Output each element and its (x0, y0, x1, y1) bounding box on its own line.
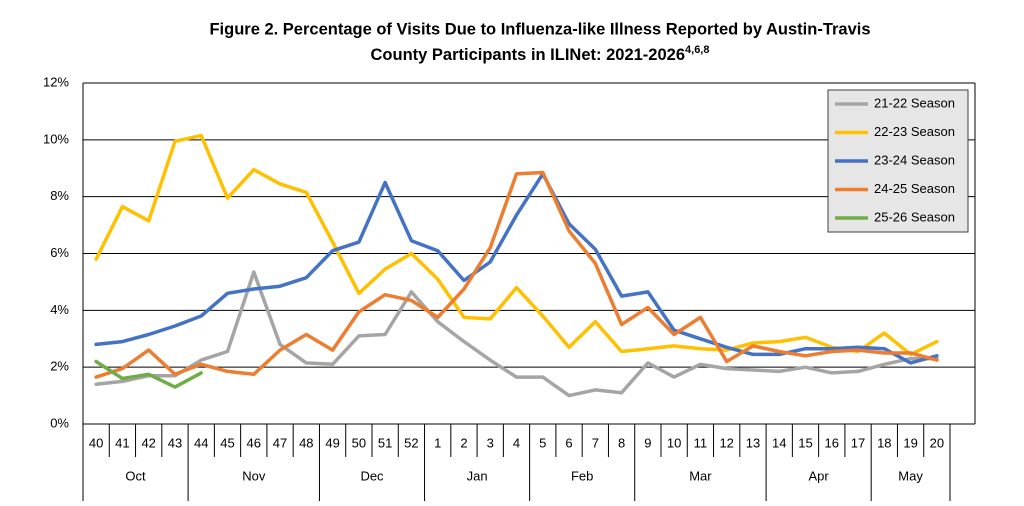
x-tick-label: 4 (513, 435, 520, 450)
x-tick-label: 47 (273, 435, 287, 450)
month-label: Nov (242, 468, 266, 483)
legend-label: 25-26 Season (874, 209, 955, 224)
chart-title-line: County Participants in ILINet: 2021-2026 (371, 46, 686, 64)
series-line (94, 172, 939, 365)
x-tick-label: 40 (89, 435, 103, 450)
chart-title: County Participants in ILINet: 2021-2026… (371, 44, 710, 64)
x-tick-label: 50 (352, 435, 366, 450)
x-tick-label: 7 (592, 435, 599, 450)
month-label: Jan (467, 468, 488, 483)
x-tick-label: 13 (746, 435, 760, 450)
x-tick-label: 43 (168, 435, 182, 450)
x-tick-label: 19 (903, 435, 917, 450)
x-tick-label: 44 (194, 435, 208, 450)
x-tick-label: 3 (487, 435, 494, 450)
y-tick-label: 12% (43, 74, 69, 89)
x-tick-label: 5 (539, 435, 546, 450)
y-tick-label: 10% (43, 131, 69, 146)
x-tick-label: 52 (404, 435, 418, 450)
x-tick-label: 49 (325, 435, 339, 450)
y-tick-label: 2% (50, 359, 69, 374)
x-tick-label: 12 (719, 435, 733, 450)
legend-label: 21-22 Season (874, 95, 955, 110)
series-line (94, 359, 203, 389)
month-label: Feb (571, 468, 593, 483)
series-line (94, 170, 939, 379)
x-tick-label: 42 (141, 435, 155, 450)
y-tick-label: 4% (50, 302, 69, 317)
x-tick-label: 46 (247, 435, 261, 450)
y-tick-label: 0% (50, 415, 69, 430)
x-tick-label: 17 (851, 435, 865, 450)
x-tick-label: 48 (299, 435, 313, 450)
x-tick-label: 10 (667, 435, 681, 450)
x-tick-label: 8 (618, 435, 625, 450)
x-tick-label: 41 (115, 435, 129, 450)
title-superscript: 4,6,8 (685, 44, 709, 56)
x-tick-label: 15 (798, 435, 812, 450)
x-tick-label: 6 (565, 435, 572, 450)
x-tick-label: 11 (694, 435, 708, 450)
x-tick-label: 45 (220, 435, 234, 450)
y-tick-label: 6% (50, 245, 69, 260)
series-line (94, 270, 939, 398)
x-tick-label: 2 (460, 435, 467, 450)
legend-label: 22-23 Season (874, 124, 955, 139)
legend-label: 23-24 Season (874, 152, 955, 167)
x-tick-label: 18 (877, 435, 891, 450)
chart-title: Figure 2. Percentage of Visits Due to In… (209, 20, 870, 38)
x-tick-label: 9 (644, 435, 651, 450)
x-tick-label: 14 (772, 435, 786, 450)
x-tick-label: 1 (434, 435, 441, 450)
month-label: Oct (125, 468, 146, 483)
month-label: Mar (689, 468, 712, 483)
x-tick-label: 20 (930, 435, 944, 450)
month-label: May (898, 468, 923, 483)
month-label: Dec (360, 468, 384, 483)
x-tick-label: 16 (825, 435, 839, 450)
x-tick-label: 51 (378, 435, 392, 450)
y-tick-label: 8% (50, 188, 69, 203)
month-label: Apr (809, 468, 830, 483)
series-line (94, 133, 939, 357)
legend-label: 24-25 Season (874, 181, 955, 196)
